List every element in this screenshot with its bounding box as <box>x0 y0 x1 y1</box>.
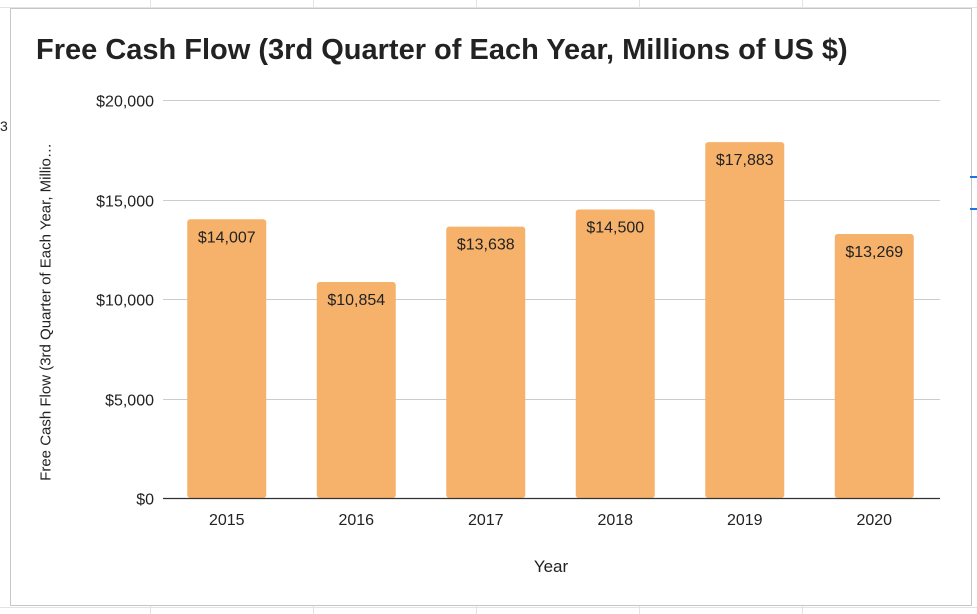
sheet-cell-fragment: 3 <box>0 118 8 134</box>
bar-2020[interactable] <box>834 233 914 498</box>
bar-data-label: $17,883 <box>716 152 774 169</box>
bar-2015[interactable] <box>187 219 267 499</box>
bar-2017[interactable] <box>446 226 526 498</box>
sheet-gridline <box>0 7 977 8</box>
bar-data-label: $14,007 <box>198 229 256 246</box>
x-axis-title: Year <box>534 557 569 576</box>
x-tick-label: 2017 <box>468 512 504 529</box>
selection-handle[interactable] <box>970 208 977 210</box>
y-tick-label: $20,000 <box>96 94 154 111</box>
bar-data-label: $10,854 <box>327 292 385 309</box>
x-tick-label: 2020 <box>856 512 892 529</box>
y-tick-label: $10,000 <box>96 293 154 310</box>
bar-data-label: $14,500 <box>586 219 644 236</box>
sheet-gridline <box>0 607 977 608</box>
bar-2019[interactable] <box>705 142 785 498</box>
bar-data-label: $13,638 <box>457 237 515 254</box>
chart-title: Free Cash Flow (3rd Quarter of Each Year… <box>36 34 848 66</box>
x-tick-label: 2015 <box>209 512 245 529</box>
selection-handle[interactable] <box>970 176 977 178</box>
x-tick-label: 2018 <box>597 512 633 529</box>
bar-2018[interactable] <box>575 209 655 498</box>
y-tick-label: $0 <box>136 492 154 509</box>
y-tick-label: $15,000 <box>96 194 154 211</box>
x-tick-label: 2016 <box>338 512 374 529</box>
bar-2016[interactable] <box>316 282 396 498</box>
bar-data-label: $13,269 <box>845 244 903 261</box>
x-tick-label: 2019 <box>727 512 763 529</box>
y-tick-label: $5,000 <box>105 393 154 410</box>
